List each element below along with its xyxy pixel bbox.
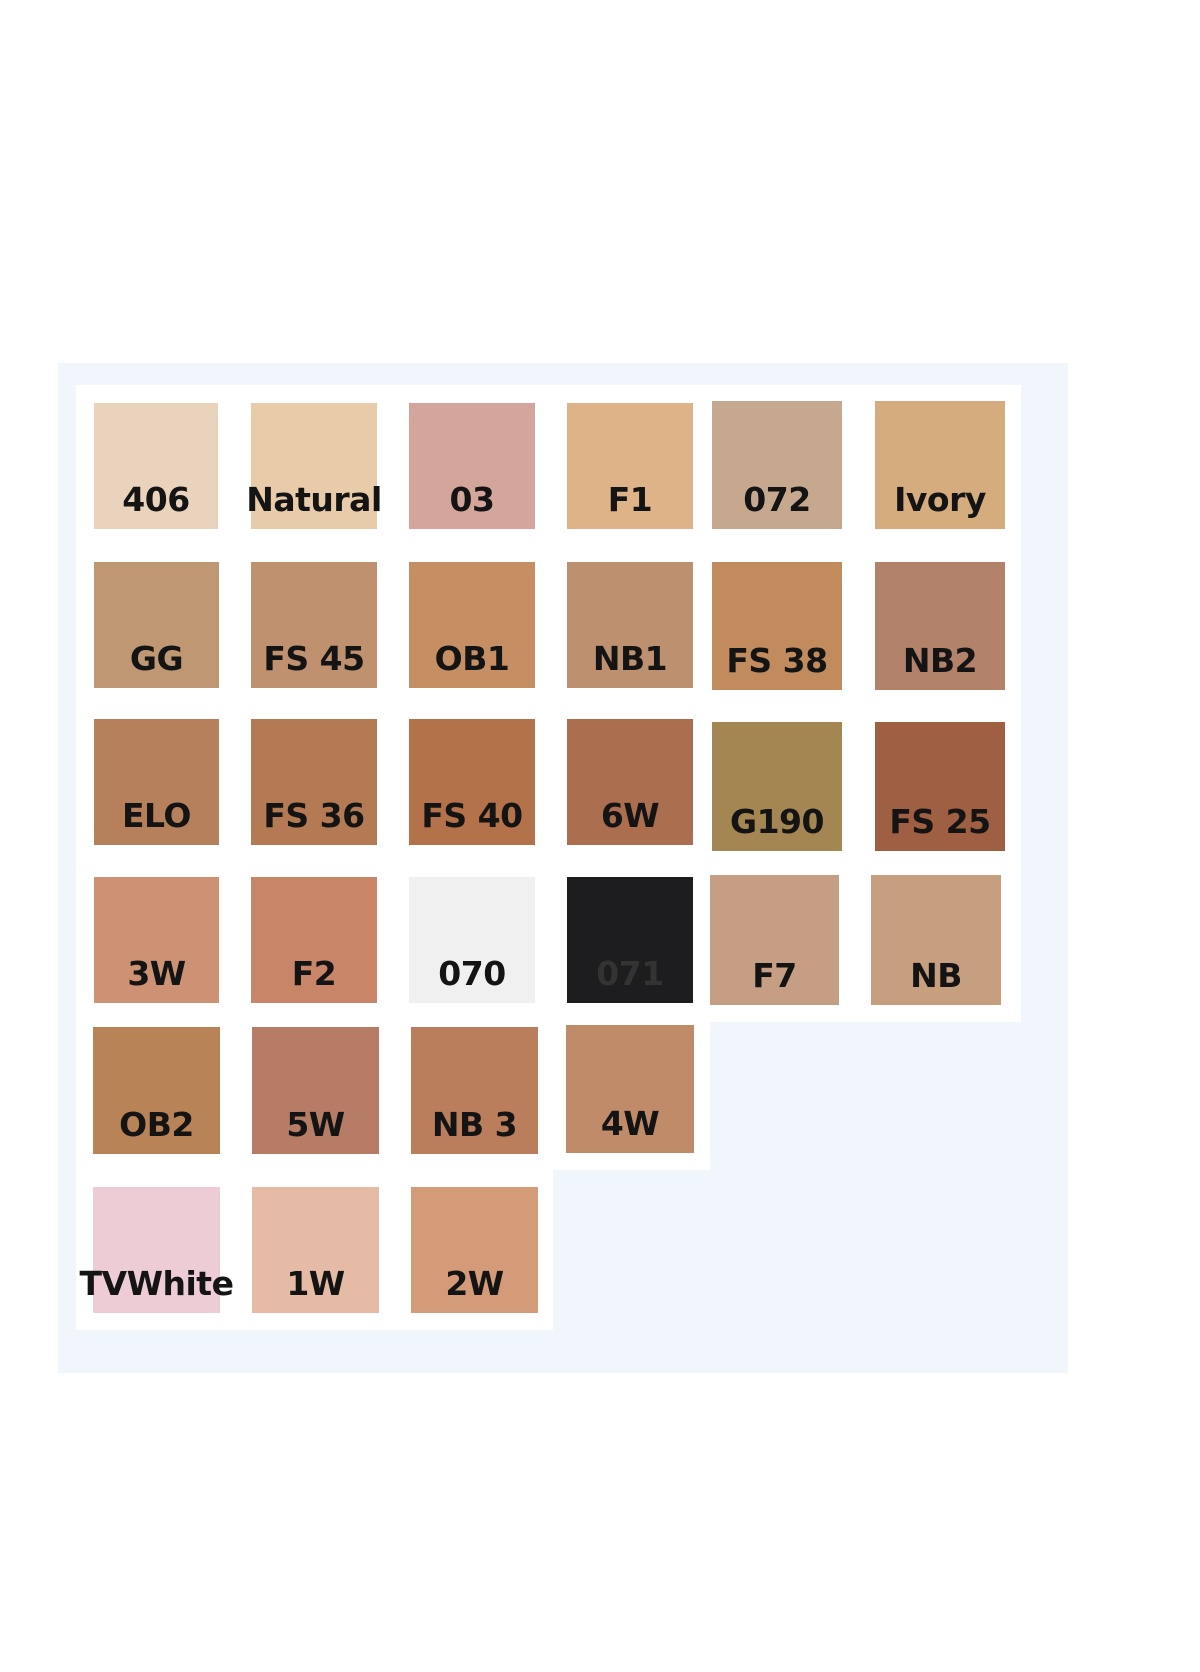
color-swatch: 3W — [94, 877, 219, 1003]
swatch-label: FS 36 — [263, 796, 365, 835]
swatch-label: 406 — [122, 480, 190, 519]
swatch-label: NB2 — [902, 641, 978, 680]
swatch-label: NB 3 — [431, 1105, 518, 1144]
swatch-label: 4W — [600, 1104, 660, 1143]
color-swatch: FS 36 — [251, 719, 377, 845]
swatch-label: 03 — [449, 480, 495, 519]
color-swatch: F7 — [710, 875, 839, 1005]
color-swatch: 071 — [567, 877, 693, 1003]
swatch-label: 1W — [286, 1264, 345, 1303]
color-swatch: FS 45 — [251, 562, 377, 688]
color-swatch: 6W — [567, 719, 693, 845]
color-swatch: GG — [94, 562, 219, 688]
swatch-label: 5W — [286, 1105, 345, 1144]
swatch-label: Natural — [246, 480, 382, 519]
swatch-label: 3W — [127, 954, 186, 993]
color-swatch: FS 38 — [712, 562, 842, 690]
swatch-label: OB2 — [119, 1105, 194, 1144]
swatch-label: 072 — [743, 480, 811, 519]
swatch-label: 070 — [438, 954, 506, 993]
swatch-label: F1 — [607, 480, 653, 519]
color-swatch: 1W — [252, 1187, 379, 1313]
color-swatch: NB2 — [875, 562, 1005, 690]
swatch-label: FS 40 — [421, 796, 523, 835]
swatch-label: NB1 — [592, 639, 668, 678]
swatch-label: 6W — [600, 796, 660, 835]
color-swatch: OB1 — [409, 562, 535, 688]
swatch-label: FS 45 — [263, 639, 365, 678]
color-swatch: TVWhite — [80, 1187, 234, 1313]
swatch-label: Ivory — [894, 480, 986, 519]
swatch-label: F2 — [291, 954, 337, 993]
color-swatch: Ivory — [875, 401, 1005, 529]
swatch-background — [76, 385, 1021, 1022]
swatch-label: F7 — [752, 956, 797, 995]
color-swatch: 2W — [411, 1187, 538, 1313]
swatch-label: OB1 — [434, 639, 510, 678]
swatch-label: G190 — [730, 802, 824, 841]
color-swatch: 406 — [94, 403, 218, 529]
color-swatch: ELO — [94, 719, 219, 845]
color-swatch: FS 40 — [409, 719, 535, 845]
color-swatch: G190 — [712, 722, 842, 851]
color-swatch: NB 3 — [411, 1027, 538, 1154]
swatch-label: 071 — [596, 954, 664, 993]
color-swatch: NB — [871, 875, 1001, 1005]
color-swatch: OB2 — [93, 1027, 220, 1154]
color-swatch: NB1 — [567, 562, 693, 688]
swatch-label: FS 25 — [889, 802, 991, 841]
color-swatch: Natural — [246, 403, 382, 529]
color-swatch: 4W — [566, 1025, 694, 1153]
color-swatch: 070 — [409, 877, 535, 1003]
color-swatch: 03 — [409, 403, 535, 529]
color-swatch: FS 25 — [875, 722, 1005, 851]
swatch-label: 2W — [445, 1264, 504, 1303]
swatch-label: GG — [129, 639, 184, 678]
color-swatch: F1 — [567, 403, 693, 529]
color-swatch: F2 — [251, 877, 377, 1003]
swatch-label: NB — [910, 956, 962, 995]
swatch-label: FS 38 — [726, 641, 828, 680]
color-swatch: 072 — [712, 401, 842, 529]
swatch-label: ELO — [122, 796, 191, 835]
color-swatch: 5W — [252, 1027, 379, 1154]
swatch-label: TVWhite — [79, 1264, 234, 1303]
